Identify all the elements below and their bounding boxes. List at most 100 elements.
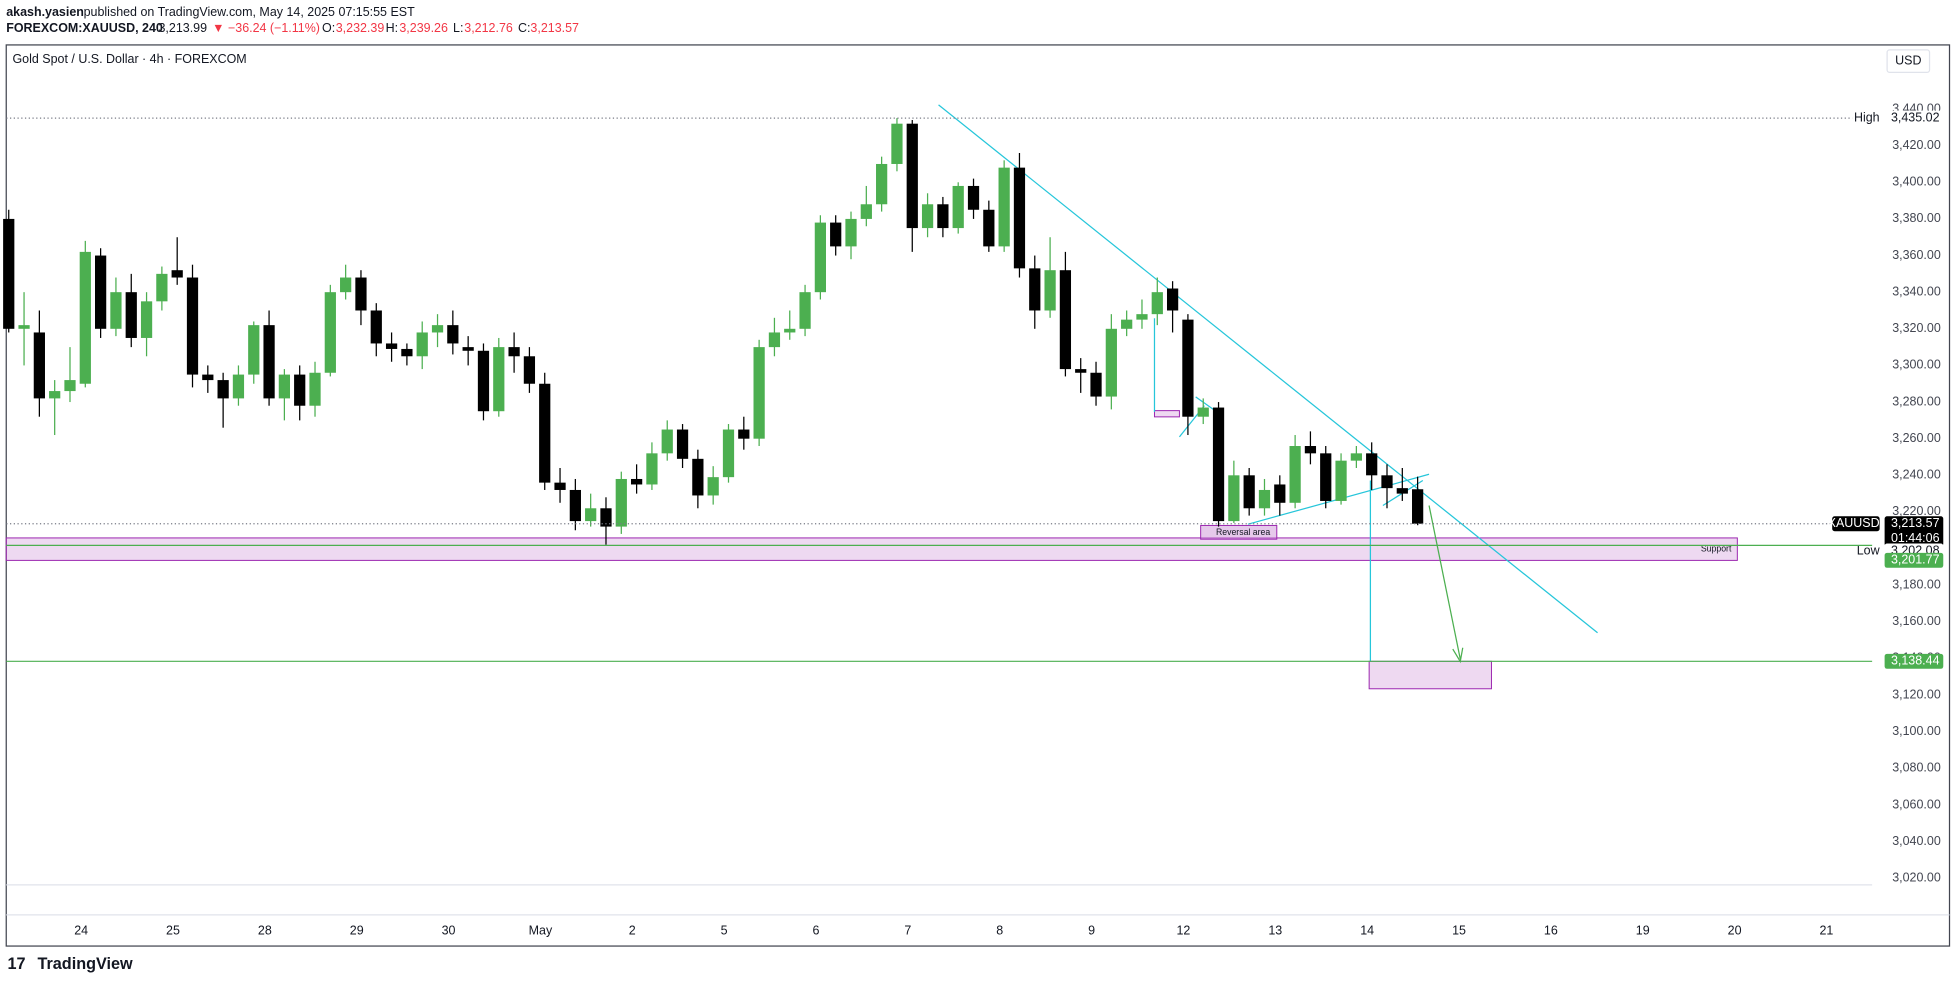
candle-body <box>278 374 291 399</box>
x-tick-label: 9 <box>1088 923 1095 937</box>
candle-body <box>33 332 45 399</box>
h-label: H: <box>386 21 398 35</box>
candle-body <box>1335 460 1347 501</box>
zone <box>1153 410 1180 418</box>
x-tick-label: 30 <box>442 923 456 937</box>
candle-body <box>401 348 413 357</box>
candle-body <box>217 380 229 399</box>
y-tick-label: 3,040.00 <box>1892 834 1941 848</box>
countdown: 01:44:06 <box>1891 531 1940 545</box>
candle-body <box>1075 369 1087 373</box>
candle-body <box>600 508 612 527</box>
y-tick-label: 3,120.00 <box>1892 687 1941 701</box>
change: ▼ −36.24 (−1.11%) <box>212 21 320 35</box>
candle-body <box>1366 453 1378 476</box>
l-label: L: <box>453 21 463 35</box>
candle-body <box>416 332 428 357</box>
candle-body <box>967 185 980 210</box>
x-tick-label: 25 <box>166 923 180 937</box>
candle-body <box>125 292 137 338</box>
x-tick-label: May <box>529 923 553 937</box>
candle-body <box>1304 446 1317 454</box>
logo-mark: 17 <box>7 955 25 973</box>
price-tag-value: 3,138.44 <box>1891 654 1940 668</box>
candle-body <box>906 123 918 229</box>
candle-body <box>140 301 153 338</box>
y-tick-label: 3,100.00 <box>1892 724 1941 738</box>
published: published on TradingView.com, May 14, 20… <box>84 5 415 19</box>
currency: USD <box>1895 53 1921 67</box>
candle-body <box>1044 270 1056 311</box>
candle-body <box>18 325 30 329</box>
h: 3,239.26 <box>399 21 448 35</box>
candle-body <box>539 383 551 483</box>
x-tick-label: 14 <box>1360 923 1374 937</box>
candle-body <box>340 277 352 293</box>
candle-body <box>462 347 474 351</box>
candle-body <box>79 251 91 384</box>
candle-body <box>1105 328 1117 397</box>
candle-body <box>49 391 61 399</box>
chart-title: Gold Spot / U.S. Dollar · 4h · FOREXCOM <box>12 52 246 66</box>
price-tag <box>1884 552 1944 568</box>
candle-body <box>1166 288 1179 311</box>
candle-body <box>1059 270 1072 370</box>
frame <box>5 44 1951 947</box>
candle-body <box>523 356 536 384</box>
y-tick-label: 3,280.00 <box>1892 394 1941 408</box>
candle-body <box>1396 488 1408 494</box>
candle-body <box>1090 372 1102 397</box>
x-tick-label: 19 <box>1636 923 1650 937</box>
price-tag-name-box <box>1852 543 1883 559</box>
x-tick-label: 6 <box>813 923 820 937</box>
price-tag <box>1884 516 1944 547</box>
y-tick-label: 3,360.00 <box>1892 248 1941 262</box>
price-tag-name-box <box>1852 110 1883 126</box>
x-tick-label: 20 <box>1728 923 1742 937</box>
candle-body <box>1151 292 1163 315</box>
y-tick-label: 3,160.00 <box>1892 614 1941 628</box>
symbol: FOREXCOM:XAUUSD, 240 <box>6 21 163 35</box>
candle-body <box>3 218 15 329</box>
candle-body <box>202 374 214 381</box>
x-tick-label: 7 <box>904 923 911 937</box>
candle-body <box>1289 446 1301 503</box>
candle-body <box>477 350 490 412</box>
candle-body <box>1013 167 1026 269</box>
candle-body <box>385 343 398 349</box>
candle-body <box>370 310 382 344</box>
candle-body <box>294 374 306 406</box>
candle-body <box>1136 314 1148 320</box>
x-tick-label: 13 <box>1268 923 1282 937</box>
candle-body <box>676 429 689 459</box>
candle-body <box>355 277 367 311</box>
y-tick-label: 3,340.00 <box>1892 284 1941 298</box>
candle-body <box>431 325 444 333</box>
reversal-box <box>1200 524 1278 540</box>
x-tick-label: 5 <box>721 923 728 937</box>
candle-body <box>876 163 888 205</box>
candle-body <box>1243 475 1255 509</box>
currency-box <box>1886 49 1931 74</box>
candle-body <box>799 292 811 329</box>
reversal-label: Reversal area <box>1216 527 1270 537</box>
x-tick-label: 12 <box>1176 923 1190 937</box>
candle-body <box>309 372 321 406</box>
candle-body <box>493 347 505 412</box>
price-tag-name-box <box>1832 516 1880 532</box>
y-tick-label: 3,300.00 <box>1892 358 1941 372</box>
c: 3,213.57 <box>530 21 579 35</box>
y-tick-label: 3,240.00 <box>1892 468 1941 482</box>
price-tag-value: 3,213.57 <box>1891 516 1940 530</box>
candle-body <box>983 209 995 247</box>
y-tick-label: 3,060.00 <box>1892 797 1941 811</box>
candle-body <box>768 332 781 348</box>
candle-body <box>891 123 903 164</box>
o-label: O: <box>322 21 335 35</box>
candle-body <box>156 273 168 302</box>
candle-body <box>707 477 719 496</box>
y-tick-label: 3,180.00 <box>1892 577 1941 591</box>
y-tick-label: 3,320.00 <box>1892 321 1941 335</box>
price-tag <box>1884 110 1944 126</box>
